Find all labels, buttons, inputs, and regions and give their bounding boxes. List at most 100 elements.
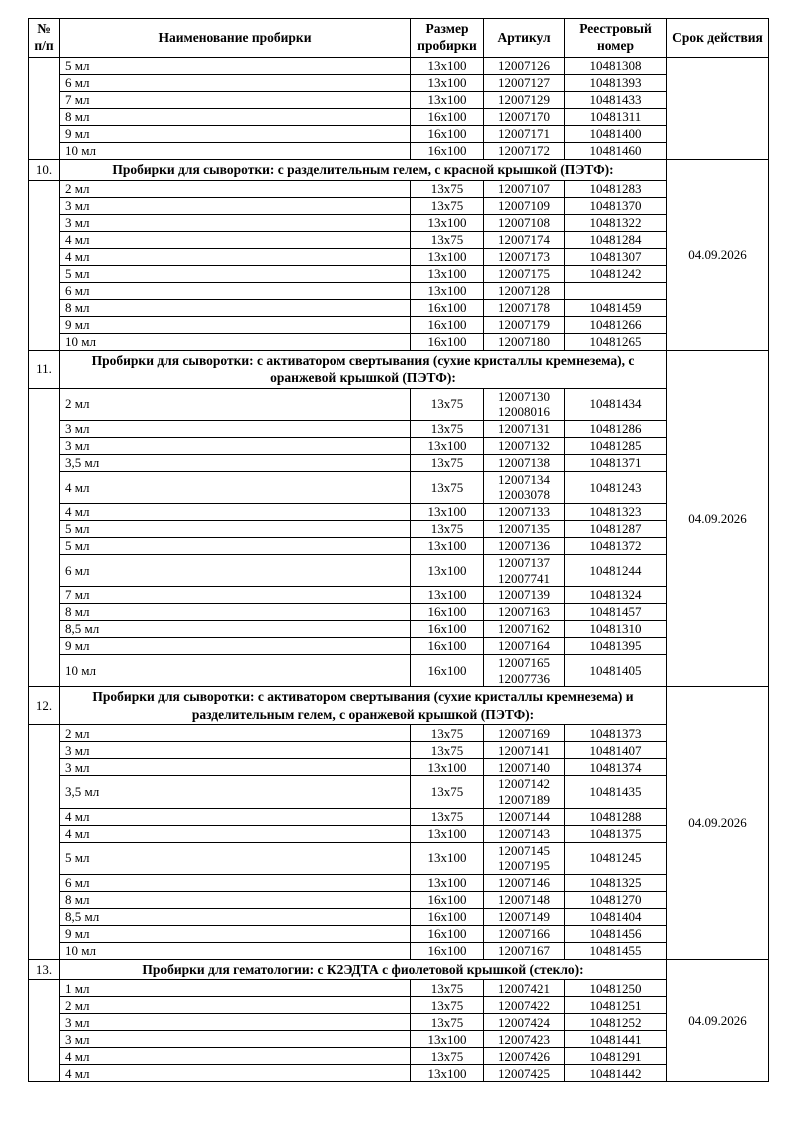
row-reg-cell: 10481372 — [564, 537, 667, 556]
row-size-cell: 13x100 — [410, 436, 484, 455]
row-reg-cell: 10481404 — [564, 907, 667, 926]
row-name-cell: 5 мл — [59, 537, 411, 556]
row-size-cell: 13x75 — [410, 520, 484, 539]
row-size-cell: 13x75 — [410, 179, 484, 198]
row-size-cell: 16x100 — [410, 907, 484, 926]
row-reg-cell: 10481373 — [564, 724, 667, 743]
row-article-cell: 12007165 12007736 — [483, 654, 565, 688]
section-number-spacer-cell — [28, 57, 60, 160]
row-article-cell: 12007175 — [483, 264, 565, 283]
row-name-cell: 4 мл — [59, 824, 411, 843]
section-title-cell: Пробирки для сыворотки: с активатором св… — [59, 686, 667, 726]
row-article-cell: 12007148 — [483, 890, 565, 909]
row-name-cell: 9 мл — [59, 924, 411, 943]
row-size-cell: 13x100 — [410, 264, 484, 283]
row-reg-cell: 10481407 — [564, 741, 667, 760]
row-size-cell: 13x75 — [410, 724, 484, 743]
validity-cell — [666, 57, 769, 160]
table-row: 6 мл 13x100 12007127 10481393 — [29, 74, 769, 92]
row-article-cell: 12007145 12007195 — [483, 841, 565, 875]
col-header-name: Наименование пробирки — [59, 18, 411, 58]
row-name-cell: 6 мл — [59, 281, 411, 300]
row-article-cell: 12007140 — [483, 758, 565, 777]
table-row: 3 мл 13x100 12007140 10481374 — [29, 758, 769, 777]
row-reg-cell: 10481371 — [564, 453, 667, 472]
row-size-cell: 13x100 — [410, 57, 484, 75]
row-size-cell: 13x75 — [410, 979, 484, 998]
row-size-cell: 16x100 — [410, 108, 484, 126]
row-article-cell: 12007107 — [483, 179, 565, 198]
row-name-cell: 8 мл — [59, 298, 411, 317]
row-reg-cell: 10481322 — [564, 213, 667, 232]
row-size-cell: 16x100 — [410, 315, 484, 334]
table-row: 9 мл 16x100 12007171 10481400 — [29, 125, 769, 143]
table-row: 3,5 мл 13x75 12007142 12007189 10481435 — [29, 775, 769, 809]
row-reg-cell: 10481459 — [564, 298, 667, 317]
row-name-cell: 10 мл — [59, 941, 411, 960]
row-reg-cell: 10481251 — [564, 996, 667, 1015]
row-name-cell: 10 мл — [59, 332, 411, 351]
row-article-cell: 12007134 12003078 — [483, 470, 565, 505]
section-title-cell: Пробирки для гематологии: с К2ЭДТА с фио… — [59, 958, 667, 981]
table-row: 2 мл 13x75 12007169 10481373 — [28, 724, 769, 960]
row-name-cell: 4 мл — [59, 807, 411, 826]
row-article-cell: 12007180 — [483, 332, 565, 351]
table-row: 9 мл 16x100 12007166 10481456 — [29, 924, 769, 943]
row-name-cell: 6 мл — [59, 74, 411, 92]
row-name-cell: 7 мл — [59, 91, 411, 109]
row-reg-cell: 10481311 — [564, 108, 667, 126]
table-row: 4 мл 13x75 12007174 10481284 — [29, 230, 769, 249]
row-name-cell: 8 мл — [59, 108, 411, 126]
row-article-cell: 12007133 — [483, 503, 565, 522]
row-name-cell: 10 мл — [59, 654, 411, 688]
header-row: № п/п Наименование пробирки Размер проби… — [28, 18, 769, 58]
row-size-cell: 13x75 — [410, 453, 484, 472]
table-row: 4 мл 13x100 12007143 10481375 — [29, 824, 769, 843]
row-size-cell: 16x100 — [410, 332, 484, 351]
section-title-cell: Пробирки для сыворотки: с разделительным… — [59, 159, 667, 181]
row-article-cell: 12007170 — [483, 108, 565, 126]
row-size-cell: 13x100 — [410, 213, 484, 232]
row-size-cell: 13x100 — [410, 1064, 484, 1083]
table-row: 8,5 мл 16x100 12007162 10481310 — [29, 620, 769, 639]
row-reg-cell: 10481400 — [564, 125, 667, 143]
table-row: 8 мл 16x100 12007148 10481270 — [29, 890, 769, 909]
table-row: 2 мл 13x75 12007130 12008016 10481434 — [28, 387, 769, 688]
row-reg-cell: 10481460 — [564, 142, 667, 160]
table-row: 3 мл 13x75 12007424 10481252 — [29, 1013, 769, 1032]
row-article-cell: 12007172 — [483, 142, 565, 160]
row-article-cell: 12007174 — [483, 230, 565, 249]
validity-cell: 04.09.2026 — [666, 958, 769, 1083]
row-article-cell: 12007162 — [483, 620, 565, 639]
row-name-cell: 5 мл — [59, 841, 411, 875]
table-row: 9 мл 16x100 12007179 10481266 — [29, 315, 769, 334]
row-reg-cell: 10481323 — [564, 503, 667, 522]
col-header-size: Размер пробирки — [410, 18, 484, 58]
row-name-cell: 9 мл — [59, 637, 411, 656]
section-number-spacer-cell — [28, 387, 60, 688]
row-article-cell: 12007144 — [483, 807, 565, 826]
table-row: 3 мл 13x75 12007131 10481286 — [29, 419, 769, 438]
row-reg-cell: 10481291 — [564, 1047, 667, 1066]
row-article-cell: 12007143 — [483, 824, 565, 843]
row-reg-cell: 10481457 — [564, 603, 667, 622]
table-row: 10 мл 16x100 12007167 10481455 — [29, 941, 769, 960]
row-reg-cell: 10481242 — [564, 264, 667, 283]
row-size-cell: 13x100 — [410, 1030, 484, 1049]
row-size-cell: 16x100 — [410, 654, 484, 688]
table-row: 7 мл 13x100 12007129 10481433 — [29, 91, 769, 109]
row-size-cell: 16x100 — [410, 298, 484, 317]
col-header-num: № п/п — [28, 18, 60, 58]
row-reg-cell: 10481285 — [564, 436, 667, 455]
row-size-cell: 13x75 — [410, 470, 484, 505]
row-name-cell: 8,5 мл — [59, 620, 411, 639]
table-row: 3,5 мл 13x75 12007138 10481371 — [29, 453, 769, 472]
row-reg-cell: 10481374 — [564, 758, 667, 777]
table-row: 10 мл 16x100 12007165 12007736 10481405 — [29, 654, 769, 688]
section-number-spacer-cell — [28, 179, 60, 351]
row-reg-cell: 10481435 — [564, 775, 667, 809]
row-size-cell: 13x75 — [410, 1047, 484, 1066]
row-size-cell: 13x75 — [410, 419, 484, 438]
col-header-reg: Реестровый номер — [564, 18, 667, 58]
row-article-cell: 12007426 — [483, 1047, 565, 1066]
